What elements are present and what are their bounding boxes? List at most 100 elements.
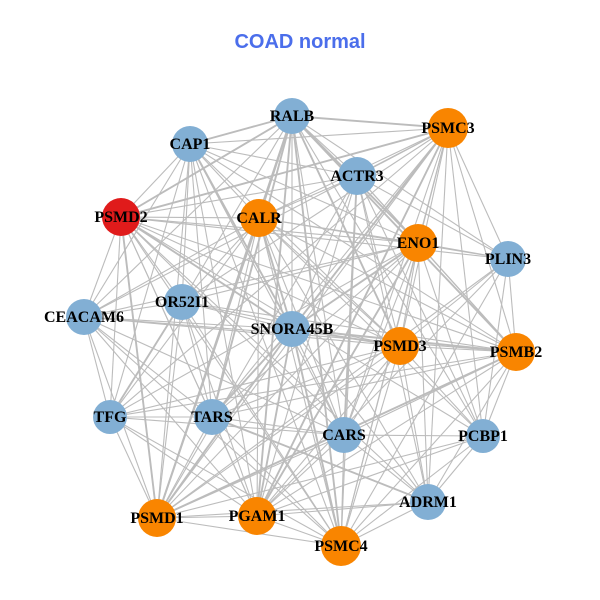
edge-PSMD1-CAP1 <box>156 143 191 519</box>
edge-PSMD2-CALR <box>120 216 260 219</box>
edge-CALR-SNORA45B <box>258 217 293 330</box>
edge-PGAM1-RALB <box>256 115 293 517</box>
edge-PSMD2-ADRM1 <box>120 216 429 503</box>
edge-CALR-CEACAM6 <box>83 217 260 318</box>
edge-PSMD1-OR52I1 <box>156 301 183 519</box>
edge-PSMC3-PGAM1 <box>256 127 449 517</box>
edge-ACTR3-CARS <box>343 175 358 436</box>
node-label-PGAM1: PGAM1 <box>229 508 286 525</box>
edge-PSMC4-CAP1 <box>189 143 342 547</box>
node-PSMC3[interactable] <box>428 108 468 148</box>
node-label-PSMD3: PSMD3 <box>373 338 426 355</box>
node-RALB[interactable] <box>274 98 310 134</box>
edge-ENO1-PCBP1 <box>417 242 484 437</box>
node-label-ENO1: ENO1 <box>397 235 440 252</box>
node-PSMB2[interactable] <box>497 333 535 371</box>
edge-RALB-CEACAM6 <box>83 115 293 318</box>
node-label-SNORA45B: SNORA45B <box>251 321 334 338</box>
edge-CEACAM6-SNORA45B <box>83 316 293 330</box>
node-label-PSMD2: PSMD2 <box>94 209 147 226</box>
edge-PGAM1-SNORA45B <box>256 328 293 517</box>
edge-ENO1-TFG <box>109 242 419 418</box>
node-PSMC4[interactable] <box>321 526 361 566</box>
edge-PSMD3-RALB <box>291 115 401 347</box>
edge-ENO1-TARS <box>211 242 419 418</box>
edge-PSMD3-PSMB2 <box>399 345 517 353</box>
labels-layer: RALB PSMC3 CAP1 ACTR3 PSMD2 CALR ENO1 PLIN3 OR52… <box>44 108 542 555</box>
edge-ENO1-CEACAM6 <box>83 242 419 318</box>
edge-PSMC3-PLIN3 <box>447 127 509 260</box>
edge-PSMB2-ACTR3 <box>356 175 517 353</box>
edge-PSMD2-PSMD3 <box>120 216 401 347</box>
node-PGAM1[interactable] <box>238 497 276 535</box>
node-CAP1[interactable] <box>172 126 208 162</box>
edge-SNORA45B-ADRM1 <box>291 328 429 503</box>
edge-CAP1-ACTR3 <box>189 143 358 177</box>
edge-PGAM1-ACTR3 <box>256 175 358 517</box>
edge-PSMC4-TARS <box>211 416 342 547</box>
edge-PSMC3-PSMB2 <box>447 127 517 353</box>
edge-PSMB2-TARS <box>211 351 517 418</box>
node-label-RALB: RALB <box>270 108 315 125</box>
node-label-CARS: CARS <box>322 427 366 444</box>
edge-PSMD3-PCBP1 <box>399 345 484 437</box>
edge-PSMC4-RALB <box>291 115 342 547</box>
edge-OR52I1-SNORA45B <box>181 301 293 330</box>
node-label-PCBP1: PCBP1 <box>458 428 508 445</box>
node-ACTR3[interactable] <box>338 157 376 195</box>
node-PSMD2[interactable] <box>102 198 140 236</box>
edge-PSMD2-SNORA45B <box>120 216 293 330</box>
edge-PSMD1-PLIN3 <box>156 258 509 519</box>
node-PSMD3[interactable] <box>381 327 419 365</box>
edge-ENO1-ADRM1 <box>417 242 429 503</box>
edge-PGAM1-PLIN3 <box>256 258 509 517</box>
edge-ENO1-PSMC4 <box>340 242 419 547</box>
edge-PSMC3-CARS <box>343 127 449 436</box>
node-CARS[interactable] <box>326 417 362 453</box>
edge-PSMC4-TFG <box>109 416 342 547</box>
edge-PSMB2-PSMC4 <box>340 351 517 547</box>
edge-PSMD3-CEACAM6 <box>83 316 401 347</box>
edge-PGAM1-TFG <box>109 416 258 517</box>
node-label-PSMC4: PSMC4 <box>314 538 367 555</box>
node-label-PSMD1: PSMD1 <box>130 510 183 527</box>
edge-CAP1-OR52I1 <box>181 143 191 303</box>
edge-PGAM1-PCBP1 <box>256 435 484 517</box>
edge-ACTR3-SNORA45B <box>291 175 358 330</box>
edge-SNORA45B-TARS <box>211 328 293 418</box>
edge-PSMC3-OR52I1 <box>181 127 449 303</box>
edge-PSMD2-PSMC4 <box>120 216 342 547</box>
node-label-ADRM1: ADRM1 <box>399 494 457 511</box>
node-PSMD1[interactable] <box>138 499 176 537</box>
node-TARS[interactable] <box>194 399 230 435</box>
edge-ACTR3-PCBP1 <box>356 175 484 437</box>
node-CEACAM6[interactable] <box>66 299 102 335</box>
edge-RALB-PLIN3 <box>291 115 509 260</box>
node-label-PLIN3: PLIN3 <box>485 251 531 268</box>
edge-CAP1-CEACAM6 <box>83 143 191 318</box>
edge-OR52I1-TFG <box>109 301 183 418</box>
edge-PSMD3-PLIN3 <box>399 258 509 347</box>
node-PCBP1[interactable] <box>466 419 500 453</box>
edge-PSMD2-RALB <box>120 115 293 218</box>
edge-PSMD1-RALB <box>156 115 293 519</box>
edge-PSMD2-TFG <box>109 216 122 418</box>
edge-PLIN3-PCBP1 <box>482 258 509 437</box>
edge-PSMD1-ADRM1 <box>156 501 429 519</box>
edge-CALR-PCBP1 <box>258 217 484 437</box>
edge-CAP1-TFG <box>109 143 191 418</box>
edge-RALB-CARS <box>291 115 345 436</box>
node-TFG[interactable] <box>93 400 127 434</box>
edge-PSMD1-ACTR3 <box>156 175 358 519</box>
edge-ACTR3-PLIN3 <box>356 175 509 260</box>
node-OR52I1[interactable] <box>164 284 200 320</box>
edge-PSMD3-TARS <box>211 345 401 418</box>
edge-CAP1-CARS <box>189 143 345 436</box>
node-CALR[interactable] <box>240 199 278 237</box>
node-PLIN3[interactable] <box>490 241 526 277</box>
node-ENO1[interactable] <box>399 224 437 262</box>
node-ADRM1[interactable] <box>410 484 446 520</box>
node-SNORA45B[interactable] <box>274 311 310 347</box>
